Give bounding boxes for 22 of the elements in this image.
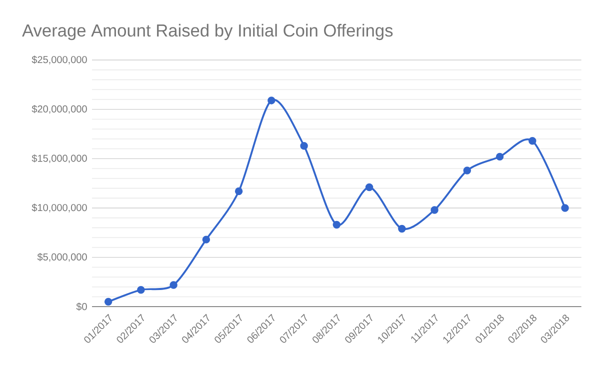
point bbox=[430, 206, 438, 214]
point bbox=[332, 221, 341, 229]
point bbox=[234, 188, 243, 196]
point bbox=[463, 166, 472, 175]
point bbox=[137, 286, 145, 294]
point bbox=[528, 137, 536, 145]
y-tick-label: $0 bbox=[76, 302, 87, 311]
point bbox=[398, 225, 406, 233]
point bbox=[202, 236, 210, 244]
y-tick-label: $5,000,000 bbox=[37, 253, 87, 262]
y-tick-label: $15,000,000 bbox=[32, 154, 87, 164]
point bbox=[268, 96, 276, 104]
point bbox=[496, 152, 504, 161]
y-tick-label: $10,000,000 bbox=[32, 204, 87, 213]
y-tick-label: $25,000,000 bbox=[32, 56, 87, 65]
point bbox=[365, 184, 374, 192]
point bbox=[300, 142, 308, 150]
y-tick-label: $20,000,000 bbox=[32, 105, 87, 114]
point bbox=[104, 298, 112, 306]
point bbox=[170, 281, 178, 289]
chart-title: Average Amount Raised by Initial Coin Offerings bbox=[22, 24, 393, 40]
point bbox=[561, 204, 569, 212]
